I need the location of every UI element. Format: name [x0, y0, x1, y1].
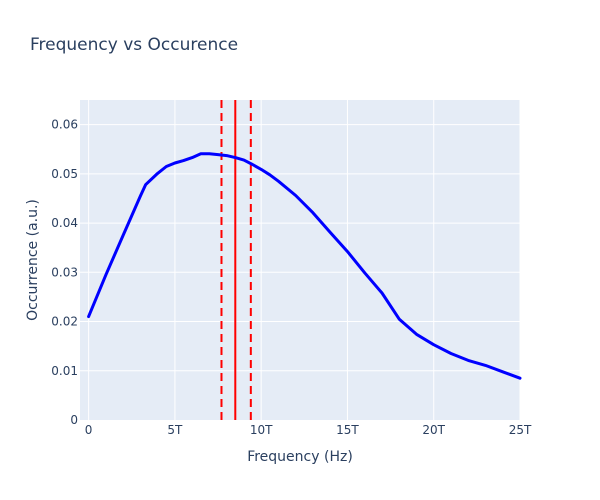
y-axis-ticks: 0 0.01 0.02 0.03 0.04 0.05 0.06: [51, 118, 78, 427]
x-tick-label: 25T: [509, 423, 532, 437]
x-tick-label: 5T: [167, 423, 183, 437]
series-layer: [87, 152, 522, 380]
y-tick-label: 0.02: [51, 315, 78, 329]
chart-title: Frequency vs Occurence: [30, 35, 238, 55]
x-tick-label: 15T: [336, 423, 359, 437]
x-tick-label: 0: [85, 423, 93, 437]
x-tick-label: 10T: [250, 423, 273, 437]
y-tick-label: 0.04: [51, 216, 78, 230]
vertical-lines: [220, 100, 252, 420]
grid-layer: [80, 100, 521, 420]
plot-background: [80, 100, 520, 420]
x-axis-title: Frequency (Hz): [247, 449, 353, 465]
y-tick-label: 0: [70, 413, 78, 427]
y-tick-label: 0.01: [51, 364, 78, 378]
y-tick-label: 0.06: [51, 118, 78, 132]
y-tick-label: 0.05: [51, 167, 78, 181]
x-tick-label: 20T: [422, 423, 445, 437]
y-tick-label: 0.03: [51, 265, 78, 279]
series-line: [87, 152, 522, 380]
x-axis-ticks: 0 5T 10T 15T 20T 25T: [85, 423, 532, 437]
y-axis-title: Occurrence (a.u.): [25, 199, 41, 321]
